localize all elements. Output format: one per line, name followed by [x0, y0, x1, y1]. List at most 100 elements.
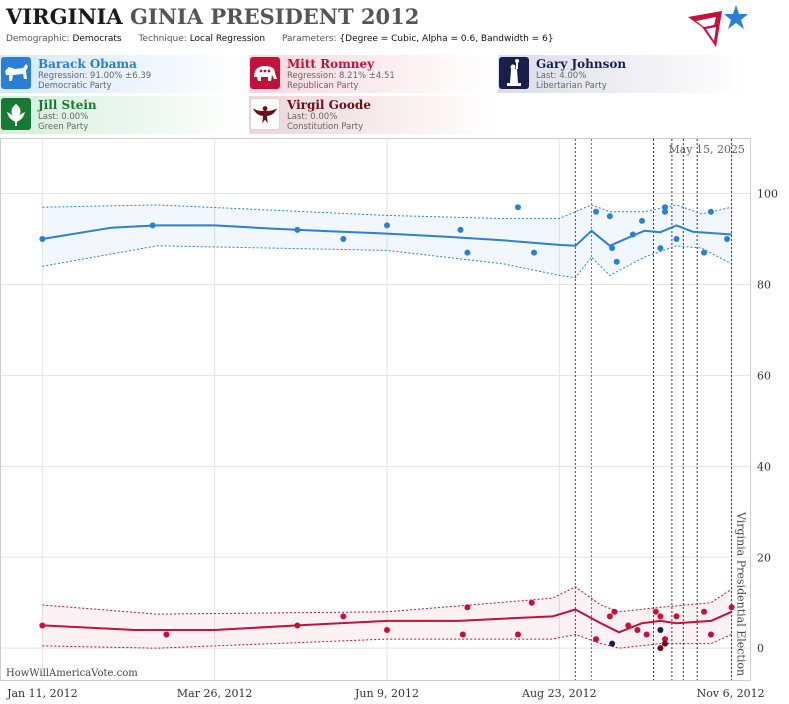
y-tick-label: 60 [757, 369, 771, 382]
poll-point [657, 245, 664, 252]
election-label: Virginia Presidential Election [735, 511, 748, 676]
candidate-stat: Last: 4.00% [536, 71, 587, 81]
candidate-party: Constitution Party [287, 122, 364, 132]
poll-point [609, 640, 616, 647]
leaf-icon [1, 98, 31, 130]
demographic-value: Democrats [72, 34, 122, 44]
y-tick-label: 80 [757, 278, 771, 291]
poll-point [340, 236, 347, 243]
trend-line [42, 224, 732, 247]
poll-point [464, 604, 471, 611]
statue-of-liberty-icon [499, 57, 529, 89]
poll-point [606, 213, 613, 220]
band-lower-line [42, 633, 732, 649]
confidence-band [42, 204, 732, 278]
poll-point [634, 626, 641, 633]
poll-point [657, 645, 664, 652]
poll-point [652, 608, 659, 615]
site-credit: HowWillAmericaVote.com [6, 668, 138, 679]
poll-point [457, 226, 464, 233]
state-name: VIRGINIA [6, 4, 123, 29]
x-tick-label: Jun 9, 2012 [354, 687, 419, 700]
x-tick-label: Aug 23, 2012 [521, 687, 597, 700]
poll-point [643, 631, 650, 638]
candidate-stat: Regression: 8.21% ±4.51 [287, 71, 395, 81]
candidate-party: Democratic Party [38, 81, 112, 91]
poll-point [383, 222, 390, 229]
poll-point [661, 208, 668, 215]
poll-point [606, 613, 613, 620]
y-tick-label: 40 [757, 460, 771, 473]
poll-point [613, 258, 620, 265]
donkey-icon [1, 57, 31, 89]
band-upper-line [42, 586, 732, 615]
x-tick-label: Nov 6, 2012 [697, 687, 765, 700]
site-logo-icon [688, 5, 748, 47]
candidate-name: Jill Stein [38, 98, 97, 112]
poll-point [707, 208, 714, 215]
poll-point [340, 613, 347, 620]
confidence-band [42, 586, 732, 649]
poll-point [673, 613, 680, 620]
y-tick-label: 20 [757, 551, 771, 564]
poll-point [531, 249, 538, 256]
candidate-name: Gary Johnson [536, 57, 627, 71]
x-tick-label: Jan 11, 2012 [6, 687, 78, 700]
poll-point [459, 631, 466, 638]
poll-point [724, 236, 731, 243]
poll-point [464, 249, 471, 256]
poll-point [728, 604, 735, 611]
poll-point [661, 204, 668, 211]
poll-point [629, 231, 636, 238]
candidate-party: Green Party [38, 122, 89, 132]
poll-point [673, 236, 680, 243]
candidate-party: Libertarian Party [536, 81, 607, 91]
poll-point [611, 608, 618, 615]
page-title: VIRGINIA GINIA PRESIDENT 2012 [6, 4, 419, 29]
y-tick-label: 0 [757, 642, 764, 655]
poll-point [625, 622, 632, 629]
poll-point [514, 631, 521, 638]
poll-point [514, 204, 521, 211]
poll-point [528, 599, 535, 606]
poll-point [163, 631, 170, 638]
parameters-label: Parameters: [281, 34, 337, 44]
candidate-card-stein[interactable]: Jill Stein Last: 0.00% Green Party [0, 96, 248, 134]
poll-point [383, 626, 390, 633]
poll-point [701, 249, 708, 256]
candidate-stat: Last: 0.00% [38, 112, 89, 122]
poll-point [39, 622, 46, 629]
poll-point [701, 608, 708, 615]
poll-point [609, 245, 616, 252]
band-lower-line [42, 245, 732, 279]
candidate-card-johnson[interactable]: Gary Johnson Last: 4.00% Libertarian Par… [498, 55, 746, 93]
x-tick-label: Mar 26, 2012 [177, 687, 253, 700]
parameters-value: {Degree = Cubic, Alpha = 0.6, Bandwidth … [339, 34, 554, 44]
candidate-name: Barack Obama [38, 57, 137, 71]
candidate-card-obama[interactable]: Barack Obama Regression: 91.00% ±6.39 De… [0, 55, 248, 93]
candidate-name: Virgil Goode [287, 98, 371, 112]
chart-parameters: Demographic: Democrats Technique: Local … [6, 34, 568, 44]
candidate-party: Republican Party [287, 81, 359, 91]
candidate-name: Mitt Romney [287, 57, 375, 71]
trend-line [42, 608, 733, 634]
technique-value: Local Regression [189, 34, 266, 44]
candidate-stat: Last: 0.00% [287, 112, 338, 122]
race-title: GINIA PRESIDENT 2012 [129, 4, 420, 29]
y-tick-label: 100 [757, 188, 778, 201]
technique-label: Technique: [138, 34, 187, 44]
poll-point [39, 236, 46, 243]
candidate-card-romney[interactable]: Mitt Romney Regression: 8.21% ±4.51 Repu… [249, 55, 497, 93]
poll-point [294, 622, 301, 629]
plot-frame [0, 138, 751, 681]
poll-point [707, 631, 714, 638]
poll-point [593, 636, 600, 643]
poll-point [593, 208, 600, 215]
poll-point [661, 640, 668, 647]
candidate-card-goode[interactable]: Virgil Goode Last: 0.00% Constitution Pa… [249, 96, 497, 134]
poll-point [657, 613, 664, 620]
poll-point [661, 636, 668, 643]
poll-point [294, 226, 301, 233]
candidate-stat: Regression: 91.00% ±6.39 [38, 71, 152, 81]
